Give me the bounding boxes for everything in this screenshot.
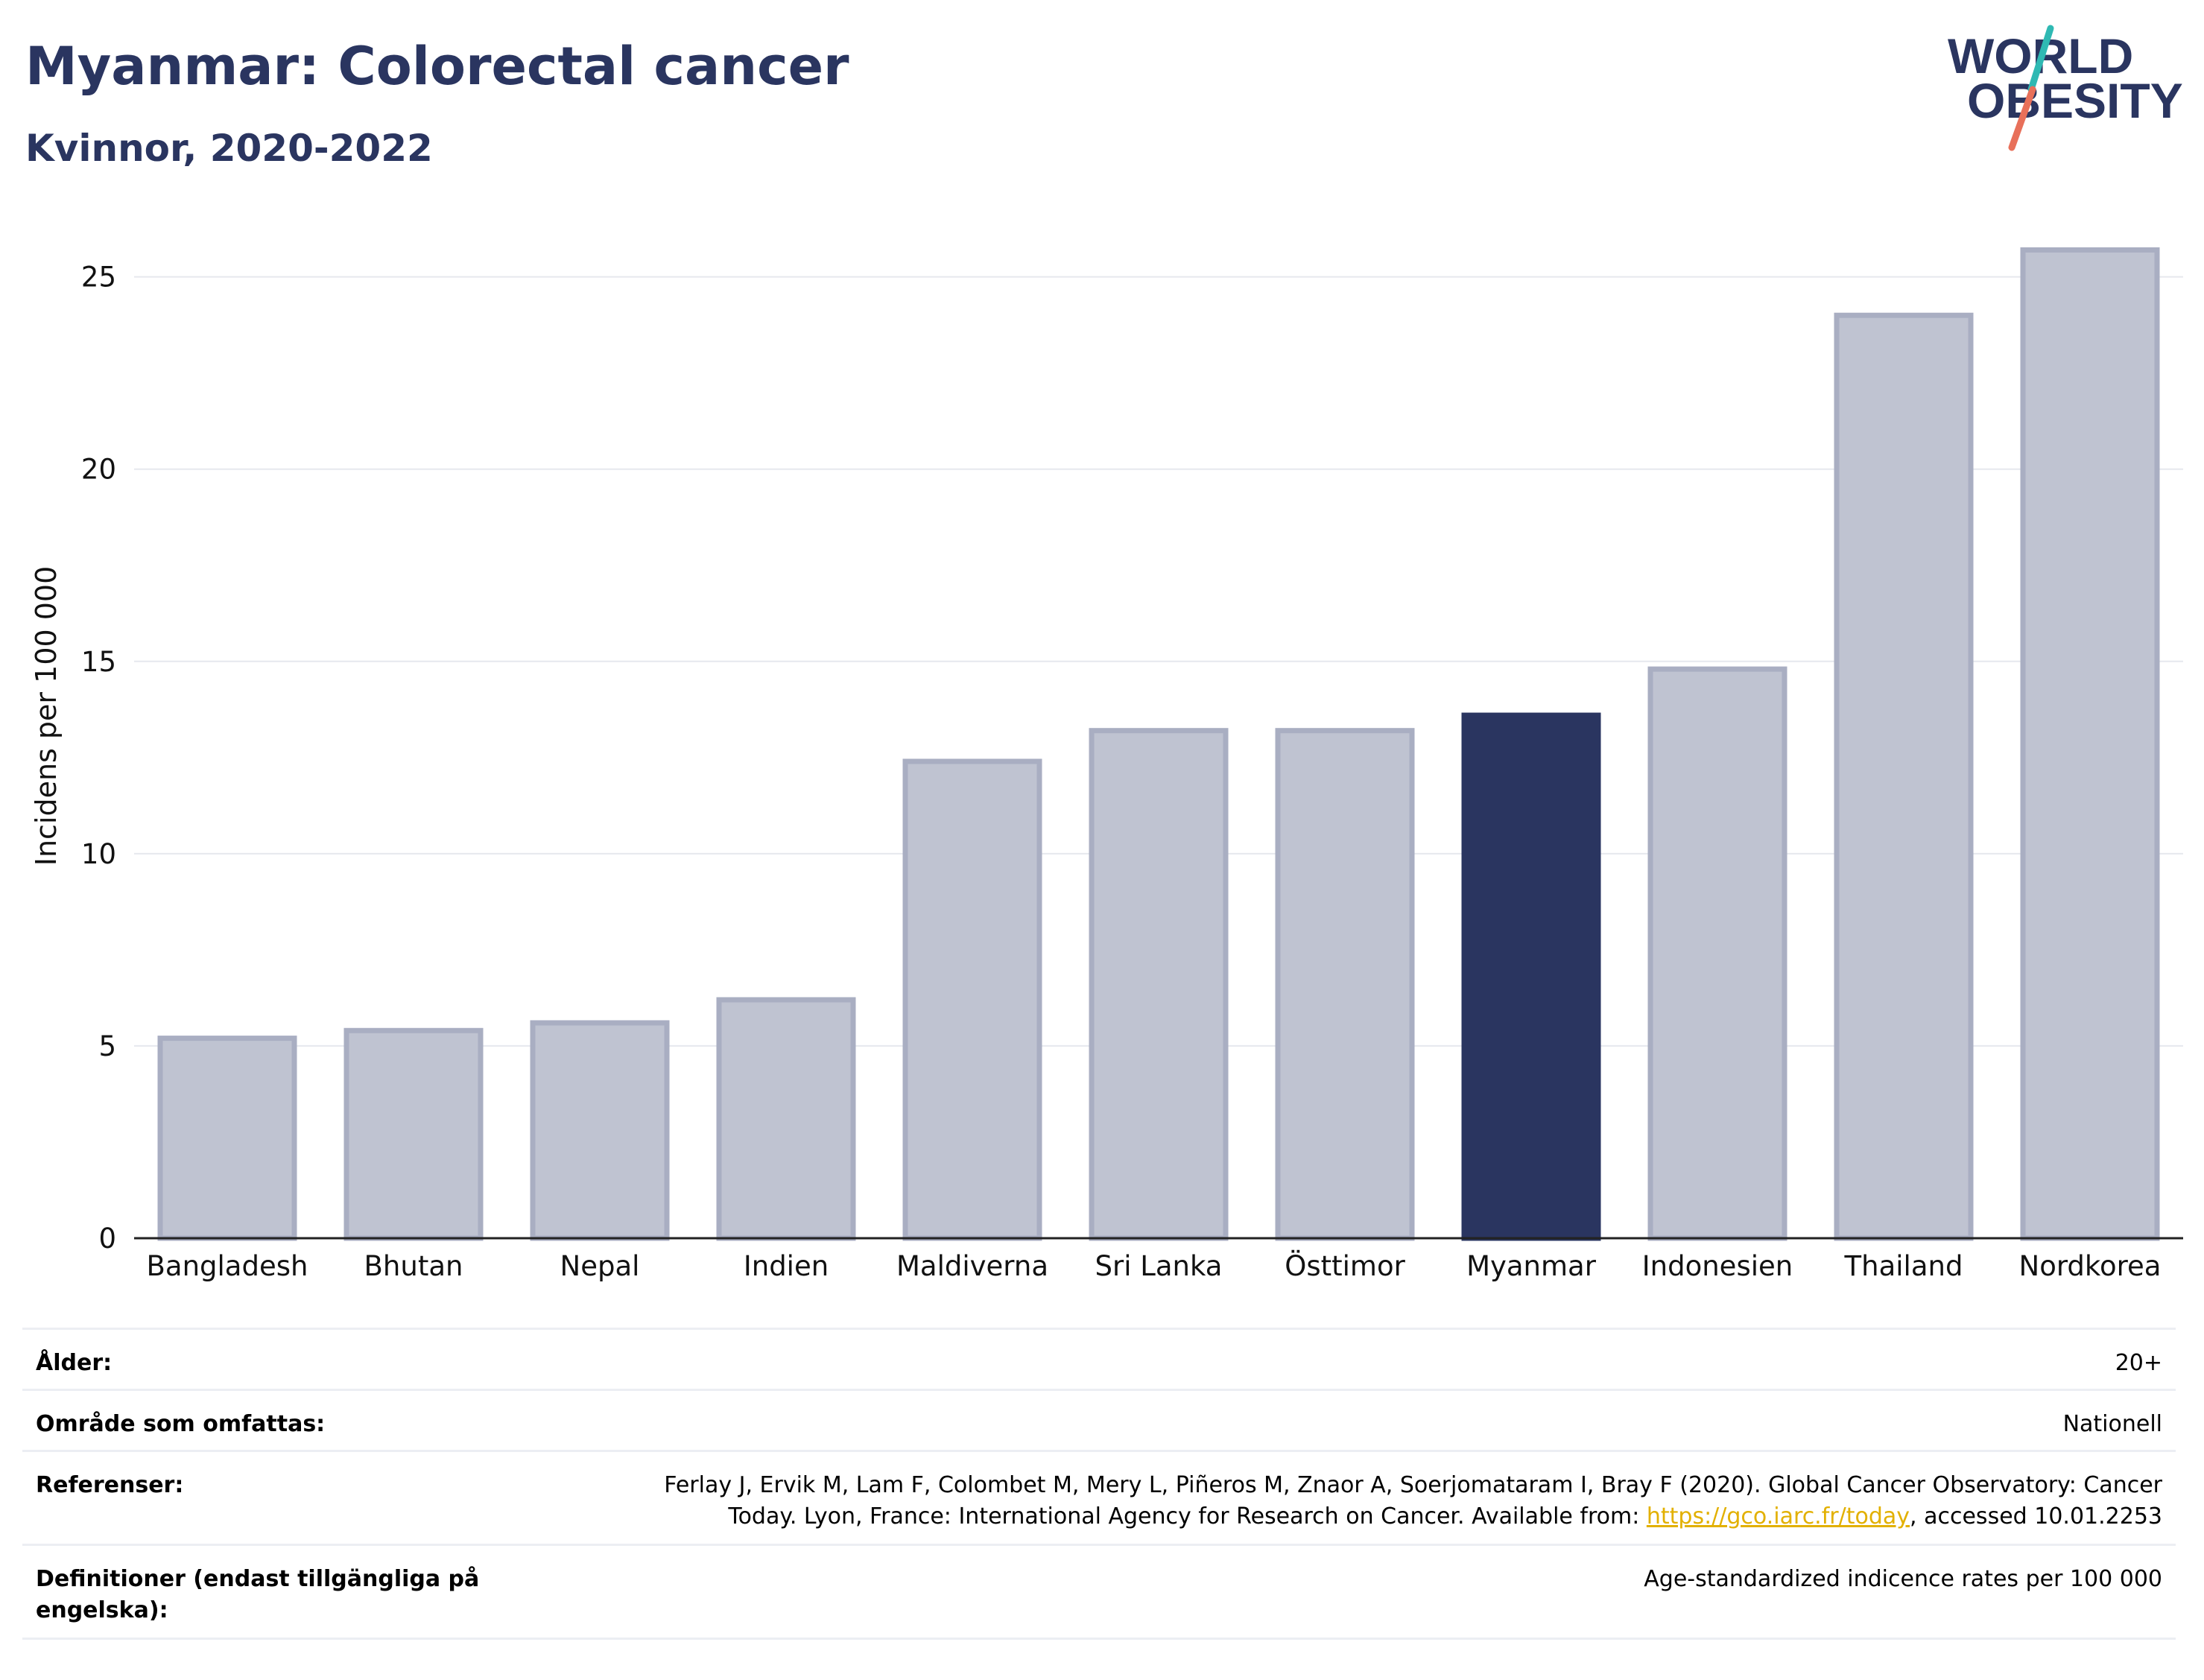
x-tick-label: Maldiverna — [896, 1250, 1048, 1282]
logo-line2: OBESITY — [1967, 73, 2183, 128]
x-tick-label: Sri Lanka — [1095, 1250, 1223, 1282]
bar-indonesien[interactable] — [1647, 666, 1787, 1241]
x-tick-labels: Bangladesh Bhutan Nepal Indien Maldiverna Sri… — [147, 1250, 2162, 1282]
info-value-references: Ferlay J, Ervik M, Lam F, Colombet M, Me… — [598, 1470, 2162, 1532]
info-label-definitions: Definitioner (endast tillgängliga på eng… — [36, 1566, 480, 1623]
y-tick-label: 0 — [98, 1223, 116, 1255]
reference-accessed: , accessed 10.01.2253 — [1910, 1503, 2162, 1530]
bar-chart: 0 5 10 15 20 25 Bangladesh Bhutan Nepal Indien Ma… — [30, 247, 2183, 1282]
x-tick-label: Bangladesh — [147, 1250, 308, 1282]
x-tick-label: Östtimor — [1285, 1250, 1405, 1282]
bar-sri-lanka[interactable] — [1089, 728, 1229, 1241]
y-tick-label: 20 — [81, 454, 116, 486]
info-row-age: Ålder: 20+ — [22, 1330, 2176, 1391]
bar-nepal[interactable] — [530, 1020, 670, 1241]
y-tick-labels: 0 5 10 15 20 25 — [81, 261, 116, 1255]
y-tick-label: 5 — [98, 1030, 116, 1062]
x-tick-label: Myanmar — [1466, 1250, 1597, 1282]
info-row-definitions: Definitioner (endast tillgängliga på eng… — [22, 1546, 2176, 1640]
y-tick-label: 10 — [81, 838, 116, 870]
reference-text: Ferlay J, Ervik M, Lam F, Colombet M, Me… — [664, 1472, 2162, 1530]
chart-title: Myanmar: Colorectal cancer — [25, 36, 849, 97]
bar-thailand[interactable] — [1834, 312, 1974, 1241]
bar-myanmar[interactable] — [1461, 712, 1601, 1241]
bar-nordkorea[interactable] — [2020, 247, 2160, 1241]
bar-bhutan[interactable] — [343, 1027, 484, 1241]
logo-slash-teal — [2027, 25, 2054, 93]
bar-maldiverna[interactable] — [902, 758, 1042, 1241]
x-tick-label: Nordkorea — [2019, 1250, 2162, 1282]
x-tick-label: Nepal — [560, 1250, 640, 1282]
info-value-age: 20+ — [2115, 1350, 2162, 1376]
world-obesity-logo[interactable]: WORLD OBESITY — [1937, 22, 2191, 156]
bar-bangladesh[interactable] — [157, 1036, 297, 1241]
y-tick-label: 15 — [81, 646, 116, 678]
info-row-area: Område som omfattas: Nationell — [22, 1391, 2176, 1452]
info-table: Ålder: 20+ Område som omfattas: Nationel… — [22, 1328, 2176, 1640]
info-label-age: Ålder: — [36, 1350, 113, 1376]
bar-östtimor[interactable] — [1275, 728, 1415, 1241]
chart-subtitle: Kvinnor, 2020-2022 — [25, 127, 433, 170]
bars — [157, 247, 2160, 1241]
y-axis-title: Incidens per 100 000 — [30, 566, 63, 866]
x-tick-label: Thailand — [1844, 1250, 1963, 1282]
x-tick-label: Bhutan — [364, 1250, 463, 1282]
info-row-references: Referenser: Ferlay J, Ervik M, Lam F, Co… — [22, 1452, 2176, 1546]
x-tick-label: Indonesien — [1642, 1250, 1793, 1282]
logo-slash-coral — [2008, 86, 2036, 151]
bar-indien[interactable] — [716, 997, 856, 1241]
x-tick-label: Indien — [744, 1250, 829, 1282]
reference-link[interactable]: https://gco.iarc.fr/today — [1646, 1503, 1910, 1530]
y-tick-label: 25 — [81, 261, 116, 294]
info-value-area: Nationell — [2062, 1411, 2162, 1437]
info-label-references: Referenser: — [36, 1472, 184, 1498]
info-label-area: Område som omfattas: — [36, 1411, 326, 1437]
info-value-definitions: Age-standardized indicence rates per 100… — [1644, 1566, 2162, 1592]
